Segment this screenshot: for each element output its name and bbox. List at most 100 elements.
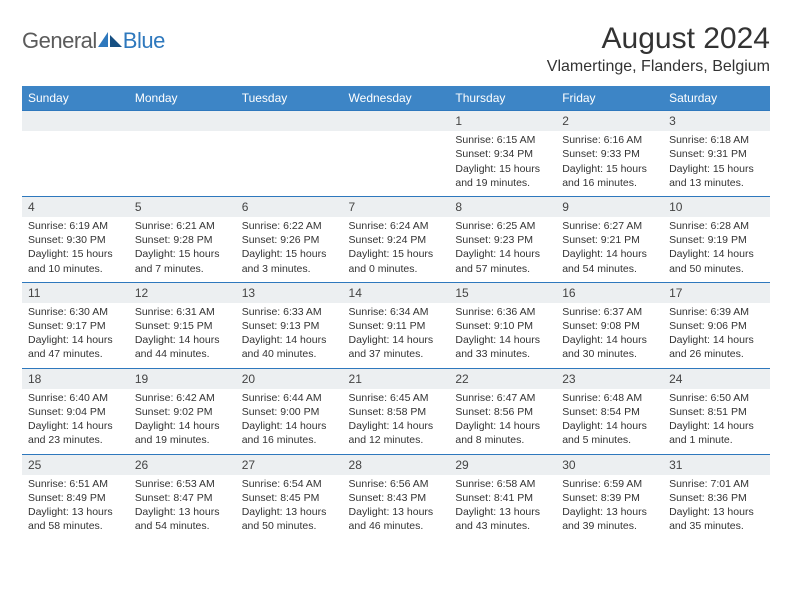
logo-sails-icon: [97, 30, 123, 52]
daylight-line: Daylight: 13 hours and 58 minutes.: [28, 505, 123, 533]
day-body: Sunrise: 6:59 AMSunset: 8:39 PMDaylight:…: [556, 475, 663, 540]
daylight-line: Daylight: 14 hours and 57 minutes.: [455, 247, 550, 275]
sunrise-line: Sunrise: 6:15 AM: [455, 133, 550, 147]
daylight-line: Daylight: 14 hours and 19 minutes.: [135, 419, 230, 447]
day-number: 27: [236, 455, 343, 475]
day-number: 31: [663, 455, 770, 475]
calendar-cell: [236, 111, 343, 197]
day-number: 18: [22, 369, 129, 389]
calendar-cell: 15Sunrise: 6:36 AMSunset: 9:10 PMDayligh…: [449, 282, 556, 368]
day-number: 9: [556, 197, 663, 217]
day-number: 24: [663, 369, 770, 389]
day-number: 13: [236, 283, 343, 303]
day-number: 14: [343, 283, 450, 303]
day-number: 12: [129, 283, 236, 303]
sunset-line: Sunset: 8:45 PM: [242, 491, 337, 505]
day-number: [22, 111, 129, 131]
sunset-line: Sunset: 8:56 PM: [455, 405, 550, 419]
day-number: 3: [663, 111, 770, 131]
sunrise-line: Sunrise: 6:18 AM: [669, 133, 764, 147]
day-body: Sunrise: 6:21 AMSunset: 9:28 PMDaylight:…: [129, 217, 236, 282]
sunset-line: Sunset: 9:26 PM: [242, 233, 337, 247]
day-number: 30: [556, 455, 663, 475]
sunrise-line: Sunrise: 7:01 AM: [669, 477, 764, 491]
daylight-line: Daylight: 14 hours and 44 minutes.: [135, 333, 230, 361]
daylight-line: Daylight: 14 hours and 5 minutes.: [562, 419, 657, 447]
sunset-line: Sunset: 8:43 PM: [349, 491, 444, 505]
day-header: Tuesday: [236, 86, 343, 111]
day-header: Wednesday: [343, 86, 450, 111]
logo-text-blue: Blue: [123, 28, 165, 54]
day-header: Thursday: [449, 86, 556, 111]
daylight-line: Daylight: 13 hours and 39 minutes.: [562, 505, 657, 533]
sunrise-line: Sunrise: 6:31 AM: [135, 305, 230, 319]
calendar-cell: 4Sunrise: 6:19 AMSunset: 9:30 PMDaylight…: [22, 196, 129, 282]
day-body: Sunrise: 6:18 AMSunset: 9:31 PMDaylight:…: [663, 131, 770, 196]
sunrise-line: Sunrise: 6:40 AM: [28, 391, 123, 405]
day-body: Sunrise: 6:28 AMSunset: 9:19 PMDaylight:…: [663, 217, 770, 282]
day-body: Sunrise: 6:48 AMSunset: 8:54 PMDaylight:…: [556, 389, 663, 454]
daylight-line: Daylight: 15 hours and 13 minutes.: [669, 162, 764, 190]
sunrise-line: Sunrise: 6:25 AM: [455, 219, 550, 233]
sunset-line: Sunset: 9:10 PM: [455, 319, 550, 333]
calendar-cell: 7Sunrise: 6:24 AMSunset: 9:24 PMDaylight…: [343, 196, 450, 282]
sunset-line: Sunset: 8:49 PM: [28, 491, 123, 505]
day-number: 6: [236, 197, 343, 217]
sunset-line: Sunset: 9:06 PM: [669, 319, 764, 333]
sunset-line: Sunset: 9:28 PM: [135, 233, 230, 247]
calendar-cell: 11Sunrise: 6:30 AMSunset: 9:17 PMDayligh…: [22, 282, 129, 368]
calendar-cell: 12Sunrise: 6:31 AMSunset: 9:15 PMDayligh…: [129, 282, 236, 368]
sunrise-line: Sunrise: 6:36 AM: [455, 305, 550, 319]
daylight-line: Daylight: 15 hours and 7 minutes.: [135, 247, 230, 275]
sunrise-line: Sunrise: 6:56 AM: [349, 477, 444, 491]
sunset-line: Sunset: 9:17 PM: [28, 319, 123, 333]
daylight-line: Daylight: 13 hours and 46 minutes.: [349, 505, 444, 533]
calendar-week: 18Sunrise: 6:40 AMSunset: 9:04 PMDayligh…: [22, 368, 770, 454]
calendar-cell: [22, 111, 129, 197]
calendar-cell: 28Sunrise: 6:56 AMSunset: 8:43 PMDayligh…: [343, 454, 450, 539]
sunrise-line: Sunrise: 6:22 AM: [242, 219, 337, 233]
daylight-line: Daylight: 14 hours and 37 minutes.: [349, 333, 444, 361]
day-body: Sunrise: 6:40 AMSunset: 9:04 PMDaylight:…: [22, 389, 129, 454]
sunrise-line: Sunrise: 6:51 AM: [28, 477, 123, 491]
calendar-cell: 16Sunrise: 6:37 AMSunset: 9:08 PMDayligh…: [556, 282, 663, 368]
day-number: 29: [449, 455, 556, 475]
day-body: Sunrise: 6:15 AMSunset: 9:34 PMDaylight:…: [449, 131, 556, 196]
day-body: Sunrise: 6:24 AMSunset: 9:24 PMDaylight:…: [343, 217, 450, 282]
sunrise-line: Sunrise: 6:59 AM: [562, 477, 657, 491]
calendar-cell: 20Sunrise: 6:44 AMSunset: 9:00 PMDayligh…: [236, 368, 343, 454]
day-body: Sunrise: 6:27 AMSunset: 9:21 PMDaylight:…: [556, 217, 663, 282]
daylight-line: Daylight: 13 hours and 54 minutes.: [135, 505, 230, 533]
sunrise-line: Sunrise: 6:28 AM: [669, 219, 764, 233]
day-body: Sunrise: 6:36 AMSunset: 9:10 PMDaylight:…: [449, 303, 556, 368]
day-body: Sunrise: 6:19 AMSunset: 9:30 PMDaylight:…: [22, 217, 129, 282]
calendar-week: 25Sunrise: 6:51 AMSunset: 8:49 PMDayligh…: [22, 454, 770, 539]
day-header: Saturday: [663, 86, 770, 111]
sunrise-line: Sunrise: 6:42 AM: [135, 391, 230, 405]
day-body: Sunrise: 6:31 AMSunset: 9:15 PMDaylight:…: [129, 303, 236, 368]
day-number: 1: [449, 111, 556, 131]
daylight-line: Daylight: 15 hours and 19 minutes.: [455, 162, 550, 190]
calendar-cell: 21Sunrise: 6:45 AMSunset: 8:58 PMDayligh…: [343, 368, 450, 454]
sunset-line: Sunset: 9:15 PM: [135, 319, 230, 333]
sunrise-line: Sunrise: 6:45 AM: [349, 391, 444, 405]
day-header: Monday: [129, 86, 236, 111]
day-number: 16: [556, 283, 663, 303]
day-number: [236, 111, 343, 131]
daylight-line: Daylight: 14 hours and 16 minutes.: [242, 419, 337, 447]
sunset-line: Sunset: 9:21 PM: [562, 233, 657, 247]
daylight-line: Daylight: 14 hours and 12 minutes.: [349, 419, 444, 447]
sunrise-line: Sunrise: 6:30 AM: [28, 305, 123, 319]
sunrise-line: Sunrise: 6:34 AM: [349, 305, 444, 319]
day-body: Sunrise: 6:56 AMSunset: 8:43 PMDaylight:…: [343, 475, 450, 540]
calendar-cell: 3Sunrise: 6:18 AMSunset: 9:31 PMDaylight…: [663, 111, 770, 197]
sunset-line: Sunset: 9:19 PM: [669, 233, 764, 247]
day-body: [343, 131, 450, 195]
calendar-week: 1Sunrise: 6:15 AMSunset: 9:34 PMDaylight…: [22, 111, 770, 197]
sunrise-line: Sunrise: 6:54 AM: [242, 477, 337, 491]
day-body: Sunrise: 6:30 AMSunset: 9:17 PMDaylight:…: [22, 303, 129, 368]
day-body: Sunrise: 6:50 AMSunset: 8:51 PMDaylight:…: [663, 389, 770, 454]
sunset-line: Sunset: 9:31 PM: [669, 147, 764, 161]
sunset-line: Sunset: 9:11 PM: [349, 319, 444, 333]
calendar-cell: 22Sunrise: 6:47 AMSunset: 8:56 PMDayligh…: [449, 368, 556, 454]
